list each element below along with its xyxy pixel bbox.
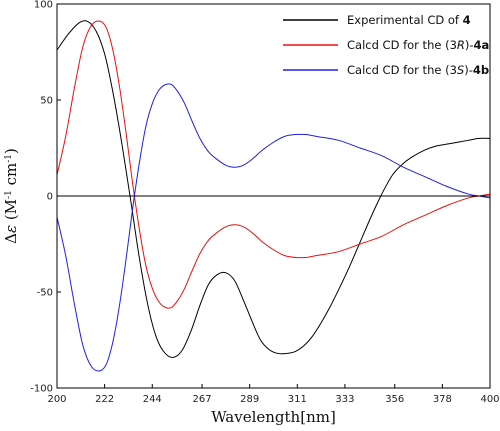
- legend-3r-config: R: [457, 38, 465, 52]
- y-tick-label: -50: [37, 288, 53, 299]
- series-line-experimental: [57, 20, 490, 358]
- legend-experimental-prefix: Experimental CD of: [347, 13, 463, 27]
- y-title-exp2: -1: [4, 154, 14, 163]
- series-line-3r-4a: [57, 20, 490, 309]
- series-layer: [57, 20, 490, 372]
- y-tick-label: 0: [47, 192, 53, 203]
- y-title-exp1: -1: [4, 190, 14, 199]
- legend-label-3s-4b: Calcd CD for the (3S)-4b: [347, 63, 489, 77]
- series-line-3s-4b: [57, 83, 490, 372]
- legend-3s-prefix: Calcd CD for the (3: [347, 63, 457, 77]
- y-tick-label: 50: [40, 96, 53, 107]
- y-axis-title: Δε (M-1 cm-1): [2, 148, 20, 244]
- x-tick-label: 378: [433, 394, 452, 405]
- legend-3s-suffix: )-: [464, 63, 473, 77]
- y-title-delta: Δ: [2, 233, 20, 244]
- x-tick-label: 222: [95, 394, 114, 405]
- y-tick-label: 100: [34, 0, 53, 11]
- legend-3s-config: S: [457, 63, 464, 77]
- x-tick-label: 311: [288, 394, 307, 405]
- legend-3r-compound: 4a: [474, 38, 490, 52]
- y-title-close: ): [2, 148, 20, 154]
- y-title-unit-m: (M: [2, 199, 20, 225]
- x-tick-label: 200: [47, 394, 66, 405]
- x-tick-label: 356: [385, 394, 404, 405]
- y-title-unit-cm: cm: [2, 163, 20, 190]
- x-axis-title: Wavelength[nm]: [211, 408, 336, 426]
- y-title-epsilon: ε: [2, 225, 20, 233]
- x-tick-label: 244: [143, 394, 162, 405]
- legend-3r-suffix: )-: [465, 38, 474, 52]
- x-tick-label: 289: [240, 394, 259, 405]
- y-tick-label: -100: [30, 384, 53, 395]
- legend-experimental-compound: 4: [463, 13, 471, 27]
- legend-3r-prefix: Calcd CD for the (3: [347, 38, 457, 52]
- legend-label-3r-4a: Calcd CD for the (3R)-4a: [347, 38, 489, 52]
- legend-3s-compound: 4b: [473, 63, 489, 77]
- legend-label-experimental: Experimental CD of 4: [347, 13, 471, 27]
- ticks-layer: 200 222 244 267 289 311 333 356 378 400 -100 -50 0 50…: [30, 0, 499, 405]
- x-tick-label: 400: [480, 394, 499, 405]
- legend: Experimental CD of 4 Calcd CD for the (3…: [283, 13, 489, 77]
- x-tick-label: 267: [193, 394, 212, 405]
- x-tick-label: 333: [335, 394, 354, 405]
